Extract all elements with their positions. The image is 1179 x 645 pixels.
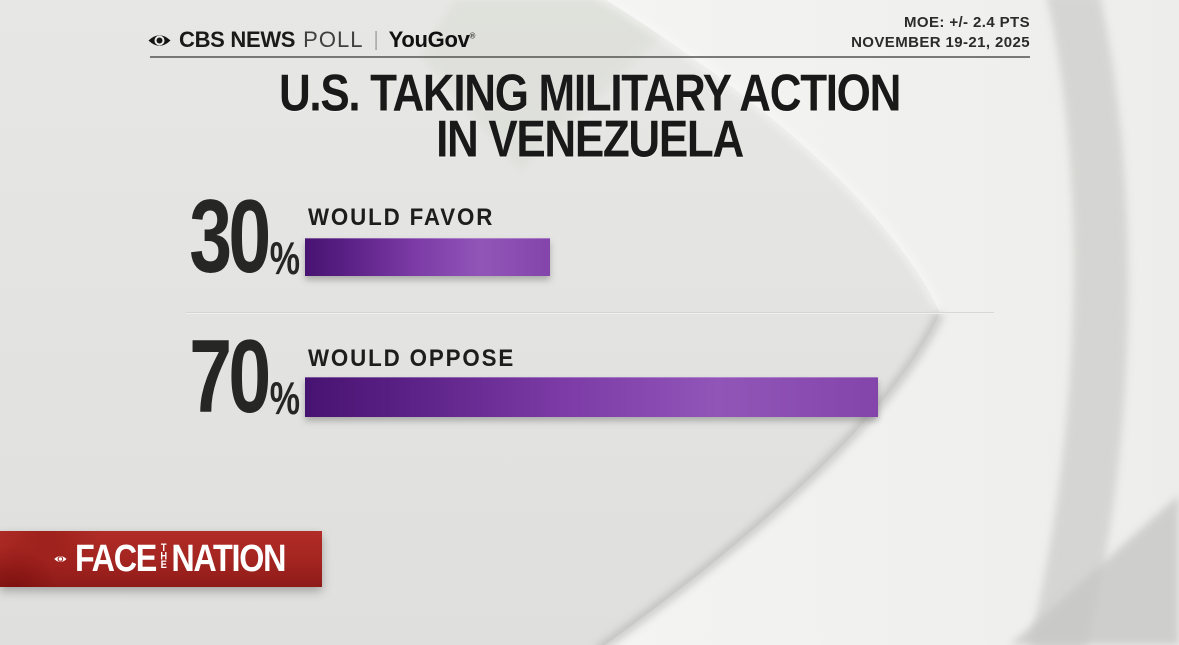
header-divider-line xyxy=(150,56,1030,58)
oppose-value: 70 xyxy=(189,318,271,435)
header-brand: CBS NEWS POLL | YouGov® xyxy=(148,26,475,54)
rows-divider-line xyxy=(186,312,994,314)
cbs-eye-icon xyxy=(148,34,171,46)
favor-bar xyxy=(305,238,551,276)
favor-label: WOULD FAVOR xyxy=(308,204,495,231)
oppose-bar-track xyxy=(305,377,1123,417)
trademark-mark: ® xyxy=(469,31,476,41)
field-dates: NOVEMBER 19-21, 2025 xyxy=(851,34,1030,51)
oppose-percent-sign: % xyxy=(269,372,300,425)
brand-yougov: YouGov® xyxy=(388,27,476,52)
favor-percentage: 30 % xyxy=(78,178,300,295)
chart-title-line1: U.S. TAKING MILITARY ACTION xyxy=(278,63,901,122)
oppose-label: WOULD OPPOSE xyxy=(308,345,516,372)
chart-title-line2: IN VENEZUELA xyxy=(436,109,744,168)
brand-poll: POLL xyxy=(303,27,364,52)
face-the-nation-banner: FACE THE NATION xyxy=(0,531,322,587)
brand-cbs-news: CBS NEWS xyxy=(179,27,296,52)
logo-word-nation: NATION xyxy=(171,538,286,580)
margin-of-error: MOE: +/- 2.4 PTS xyxy=(903,14,1030,31)
oppose-percentage: 70 % xyxy=(78,318,300,435)
chart-title: U.S. TAKING MILITARY ACTION IN VENEZUELA xyxy=(71,63,1109,168)
oppose-bar xyxy=(305,377,878,417)
favor-value: 30 xyxy=(189,178,271,295)
cbs-eye-icon-white xyxy=(54,556,67,562)
favor-percent-sign: % xyxy=(269,232,300,285)
logo-word-the: THE xyxy=(158,542,169,568)
logo-word-face: FACE xyxy=(74,538,157,580)
brand-separator: | xyxy=(373,28,379,51)
poll-meta: MOE: +/- 2.4 PTS NOVEMBER 19-21, 2025 xyxy=(851,13,1030,53)
show-logo-text: FACE THE NATION xyxy=(74,538,286,580)
favor-bar-track xyxy=(305,238,1123,276)
